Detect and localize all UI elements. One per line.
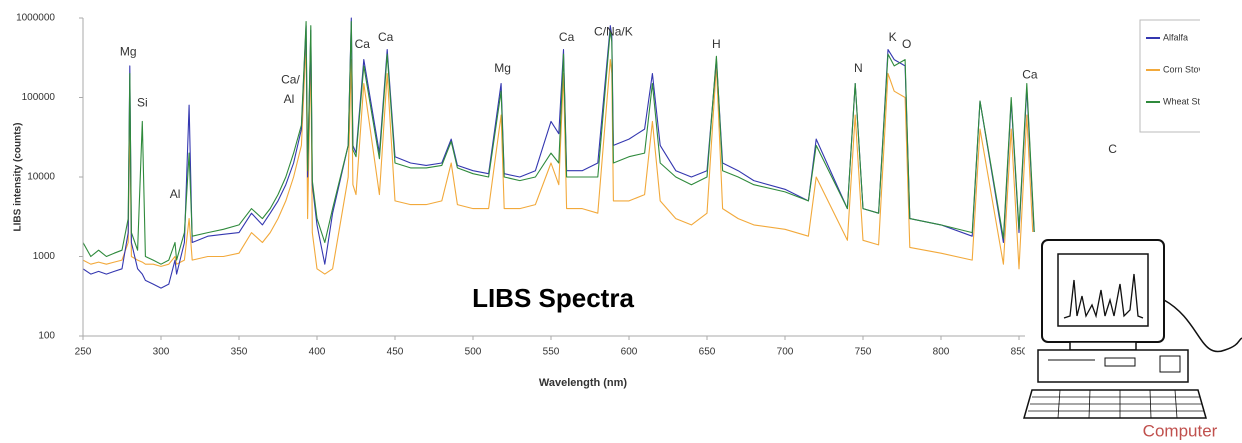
series-line — [83, 21, 1191, 265]
annotation: Ca — [559, 30, 575, 44]
legend: Alfalfa Corn Stover Wheat Straw — [1139, 19, 1215, 133]
x-tick-label: 300 — [153, 347, 170, 358]
x-tick-label: 350 — [231, 347, 248, 358]
annotation: N — [854, 61, 863, 75]
annotation: H — [712, 37, 721, 51]
axes: 100 1000 10000 100000 1000000 250 300 350 400 450… — [16, 13, 1199, 358]
y-tick-label: 1000000 — [16, 13, 55, 24]
x-tick-label: 550 — [543, 347, 560, 358]
legend-label: Alfalfa — [1163, 32, 1188, 42]
chart-title: LIBS Spectra — [472, 283, 634, 313]
annotation: Ca — [355, 37, 371, 51]
annotation: K — [889, 30, 897, 44]
annotation: Ca — [378, 30, 394, 44]
y-tick-label: 100 — [38, 331, 55, 342]
annotation: Al — [170, 187, 181, 201]
annotation: Mg — [120, 44, 137, 58]
x-tick-label: 800 — [933, 347, 950, 358]
series-line — [83, 41, 1191, 281]
annotation: C — [1108, 142, 1117, 156]
computer-label: Computer — [1143, 421, 1218, 440]
x-tick-label: 850 — [1011, 347, 1028, 358]
y-tick-label: 1000 — [33, 251, 56, 262]
annotation: Ca — [1022, 68, 1038, 82]
legend-label: Wheat Straw — [1163, 96, 1215, 106]
y-tick-label: 100000 — [22, 92, 56, 103]
y-axis-label: LIBS intensity (counts) — [13, 123, 24, 232]
annotation: Ca/ — [281, 72, 300, 86]
annotation: Mg — [494, 61, 511, 75]
annotation: O — [902, 37, 911, 51]
x-tick-label: 600 — [621, 347, 638, 358]
legend-box — [1139, 19, 1200, 133]
x-tick-label: 400 — [309, 347, 326, 358]
x-tick-label: 450 — [387, 347, 404, 358]
computer-icon — [1023, 232, 1242, 443]
annotation: Al — [284, 92, 295, 106]
x-axis-label: Wavelength (nm) — [539, 377, 628, 389]
x-tick-label: 750 — [855, 347, 872, 358]
legend-label: Corn Stover — [1163, 64, 1211, 74]
x-tick-label: 250 — [75, 347, 92, 358]
y-tick-label: 10000 — [27, 172, 55, 183]
x-tick-label: 500 — [465, 347, 482, 358]
annotation: C/Na/K — [594, 25, 633, 39]
plot-area — [83, 17, 1191, 289]
annotation: Si — [137, 95, 148, 109]
x-tick-label: 700 — [777, 347, 794, 358]
x-tick-label: 650 — [699, 347, 716, 358]
